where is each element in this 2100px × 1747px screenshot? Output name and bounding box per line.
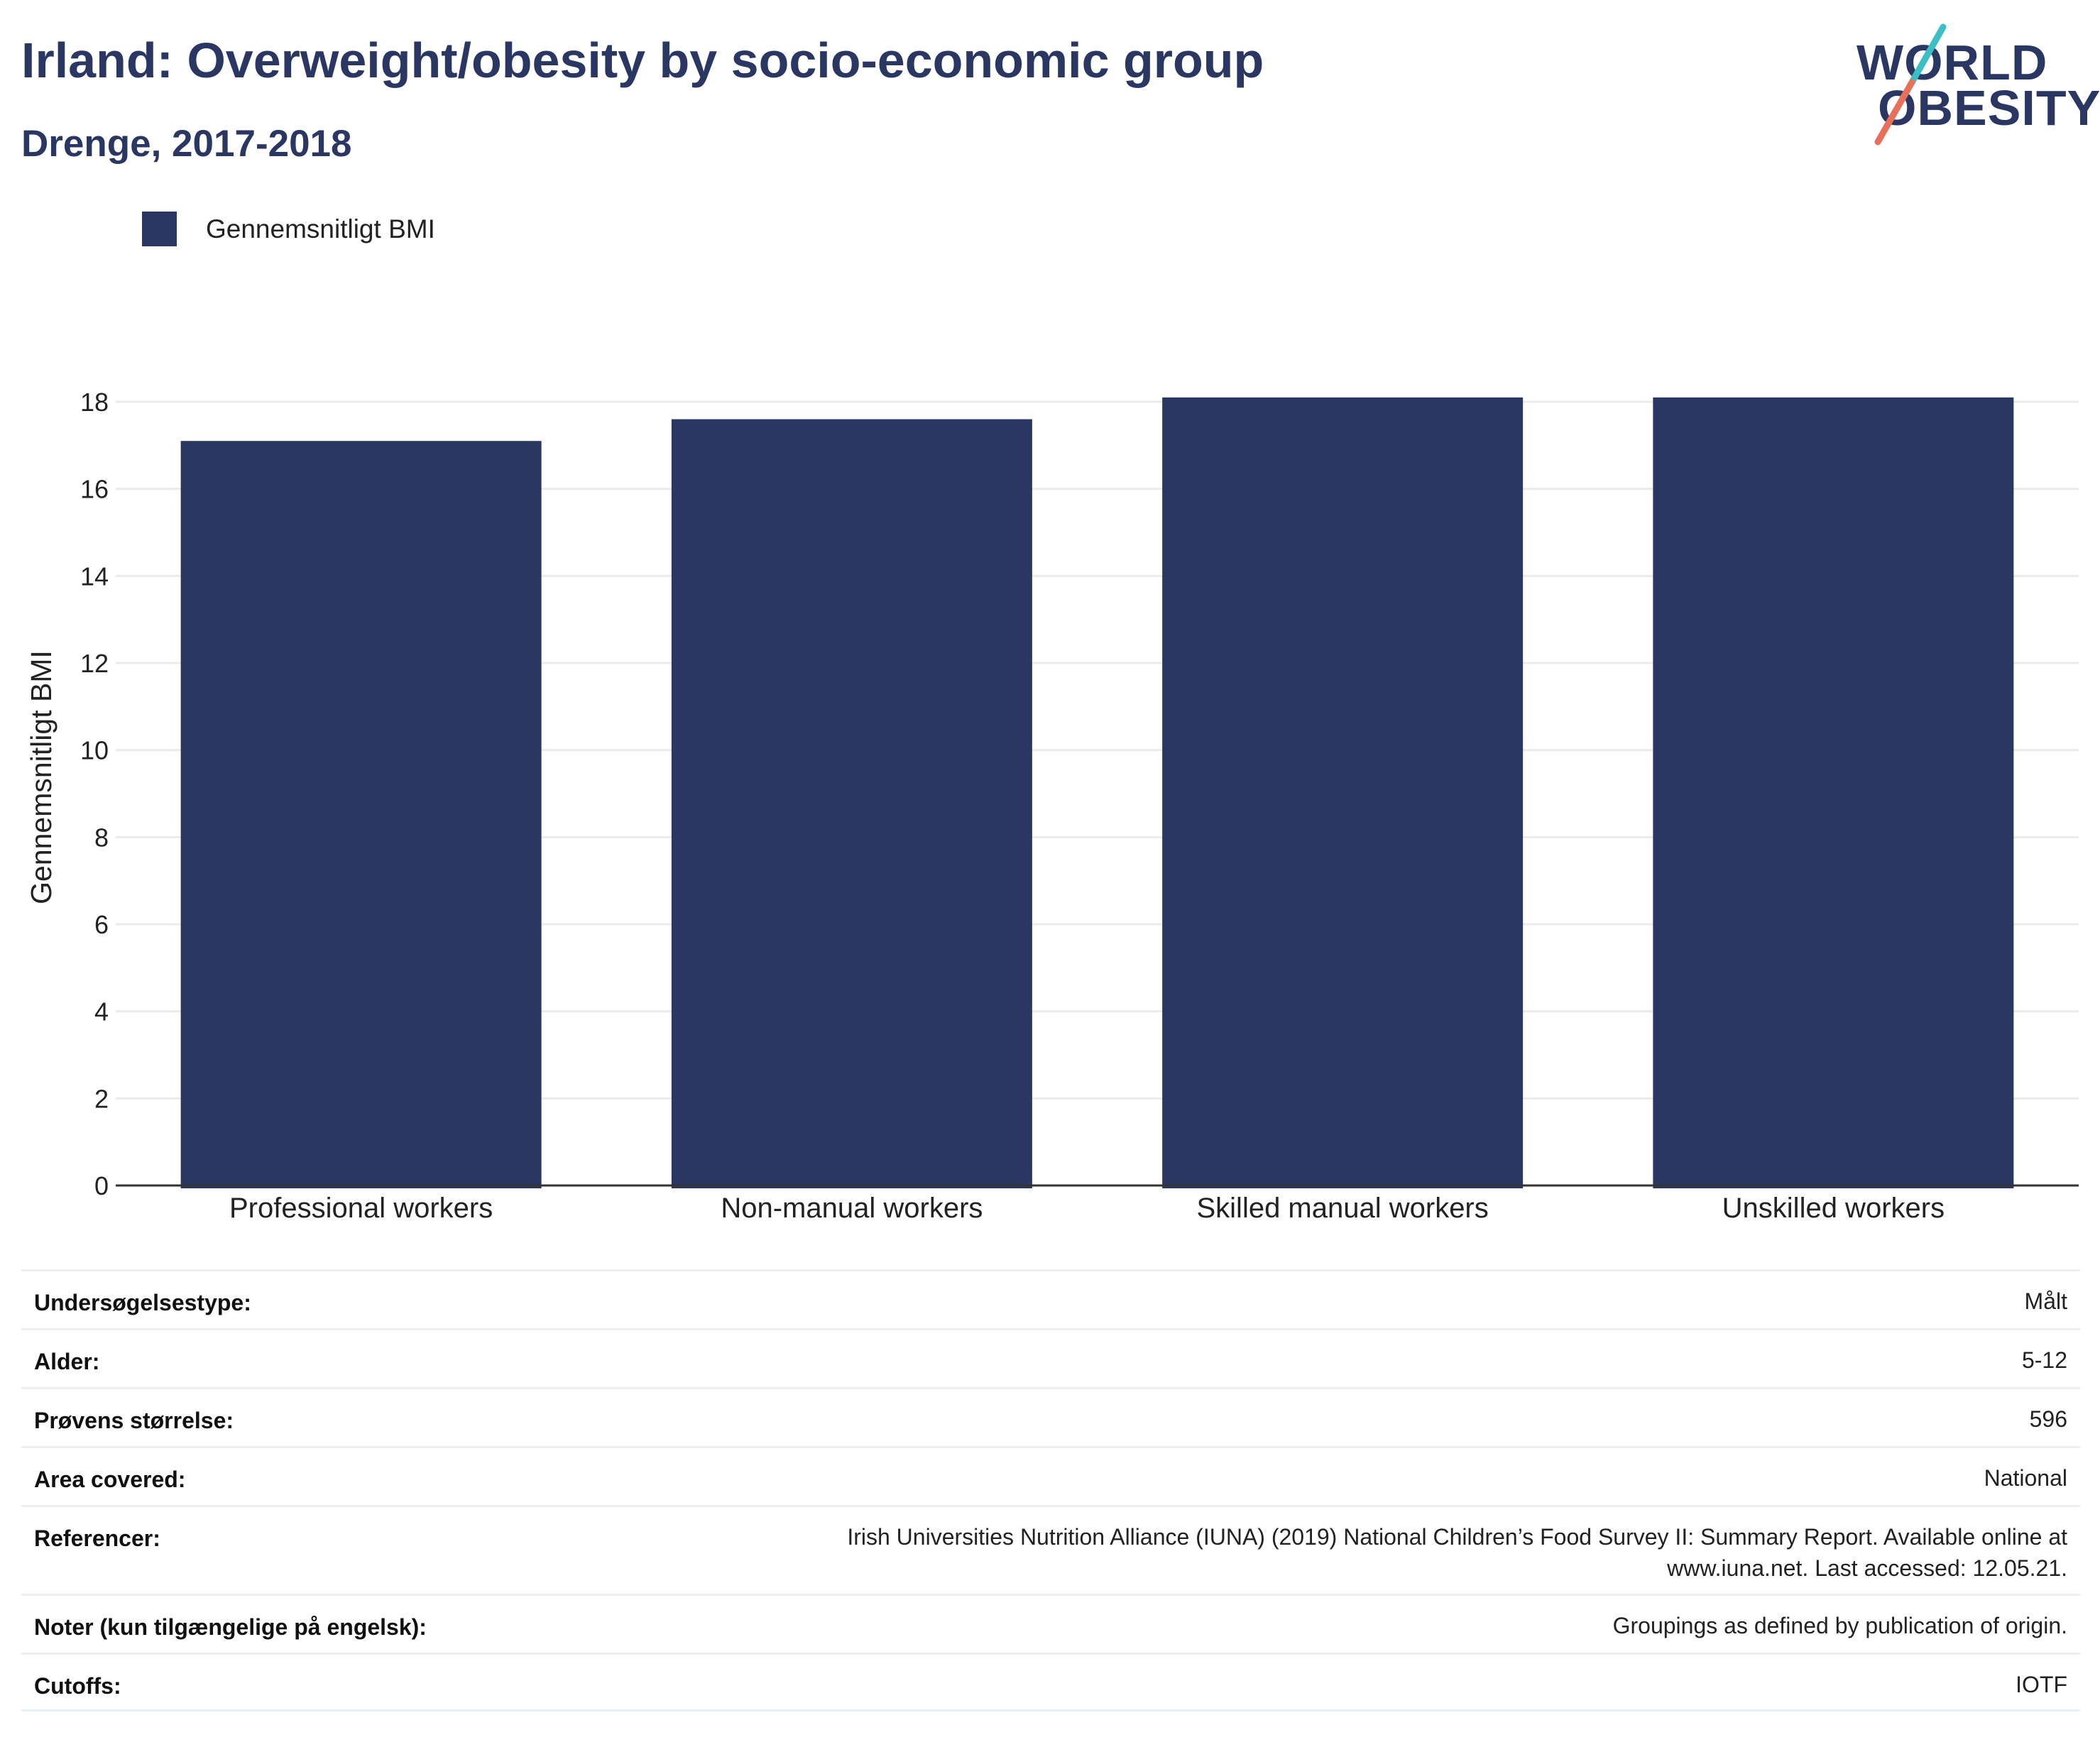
info-value-line: IOTF xyxy=(2016,1672,2067,1697)
info-value-line: 5-12 xyxy=(2021,1347,2067,1373)
chart-subtitle: Drenge, 2017-2018 xyxy=(21,123,352,165)
info-value-line: Groupings as defined by publication of o… xyxy=(1612,1613,2067,1638)
x-axis-categories: Professional workers Non-manual workers Sk… xyxy=(229,1193,1945,1224)
info-table: Undersøgelsestype: Målt Alder: 5-12 Prøvens … xyxy=(21,1269,2080,1712)
bar[interactable] xyxy=(671,419,1032,1188)
info-row: Cutoffs: IOTF xyxy=(21,1653,2080,1712)
legend-label: Gennemsnitligt BMI xyxy=(206,214,435,243)
info-value: Groupings as defined by publication of o… xyxy=(1613,1610,2067,1641)
info-label: Cutoffs: xyxy=(34,1673,121,1699)
y-axis-title: Gennemsnitligt BMI xyxy=(25,650,58,904)
info-value: Irish Universities Nutrition Alliance (I… xyxy=(847,1521,2067,1584)
logo-text-line1: WORLD xyxy=(1856,35,2048,90)
bar[interactable] xyxy=(1653,397,2014,1188)
info-value: 5-12 xyxy=(2022,1345,2067,1376)
bar[interactable] xyxy=(1162,397,1524,1188)
y-tick-label: 0 xyxy=(94,1171,109,1200)
world-obesity-logo: WORLD OBESITY xyxy=(1856,21,2100,149)
info-value: Målt xyxy=(2025,1286,2067,1317)
y-tick-label: 18 xyxy=(80,388,109,417)
info-row: Area covered: National xyxy=(21,1446,2080,1505)
logo-slash-icon xyxy=(1874,23,1947,146)
y-tick-label: 2 xyxy=(94,1084,109,1113)
legend-swatch xyxy=(142,212,177,246)
info-value: 596 xyxy=(2030,1403,2067,1435)
info-value-line: Irish Universities Nutrition Alliance (I… xyxy=(847,1524,2067,1550)
info-label: Prøvens størrelse: xyxy=(34,1408,234,1433)
info-value: IOTF xyxy=(2016,1669,2067,1700)
y-tick-label: 14 xyxy=(80,562,109,591)
y-tick-label: 6 xyxy=(94,910,109,939)
info-row: Noter (kun tilgængelige på engelsk): Grou… xyxy=(21,1594,2080,1653)
info-label: Area covered: xyxy=(34,1467,186,1492)
y-axis-ticks: 0 2 4 6 8 10 12 14 16 18 xyxy=(80,388,109,1200)
info-row: Referencer: Irish Universities Nutrition … xyxy=(21,1505,2080,1594)
info-value-line: National xyxy=(1984,1465,2067,1491)
info-label: Alder: xyxy=(34,1349,100,1374)
info-value: National xyxy=(1984,1462,2067,1494)
info-value-line: 596 xyxy=(2029,1406,2067,1432)
info-label: Referencer: xyxy=(34,1526,160,1551)
info-value-line: www.iuna.net. Last accessed: 12.05.21. xyxy=(1667,1555,2067,1581)
info-row: Alder: 5-12 xyxy=(21,1328,2080,1387)
bar-chart: 0 2 4 6 8 10 12 14 16 18 Professional workers Non-… xyxy=(25,388,2079,1224)
info-value-line: Målt xyxy=(2024,1288,2067,1314)
y-tick-label: 16 xyxy=(80,475,109,504)
info-row: Prøvens størrelse: 596 xyxy=(21,1387,2080,1446)
y-tick-label: 8 xyxy=(94,823,109,852)
y-tick-label: 4 xyxy=(94,997,109,1026)
x-category-label: Skilled manual workers xyxy=(1196,1193,1488,1224)
x-category-label: Professional workers xyxy=(229,1193,493,1224)
info-label: Undersøgelsestype: xyxy=(34,1290,251,1315)
info-row: Undersøgelsestype: Målt xyxy=(21,1269,2080,1328)
bar[interactable] xyxy=(180,441,542,1189)
x-category-label: Unskilled workers xyxy=(1722,1193,1945,1224)
chart-title: Irland: Overweight/obesity by socio-econ… xyxy=(21,33,1264,88)
info-label: Noter (kun tilgængelige på engelsk): xyxy=(34,1614,427,1640)
y-tick-label: 10 xyxy=(80,736,109,765)
bars xyxy=(180,397,2014,1189)
y-tick-label: 12 xyxy=(80,649,109,678)
x-category-label: Non-manual workers xyxy=(721,1193,983,1224)
logo-text-line2: OBESITY xyxy=(1878,80,2100,136)
